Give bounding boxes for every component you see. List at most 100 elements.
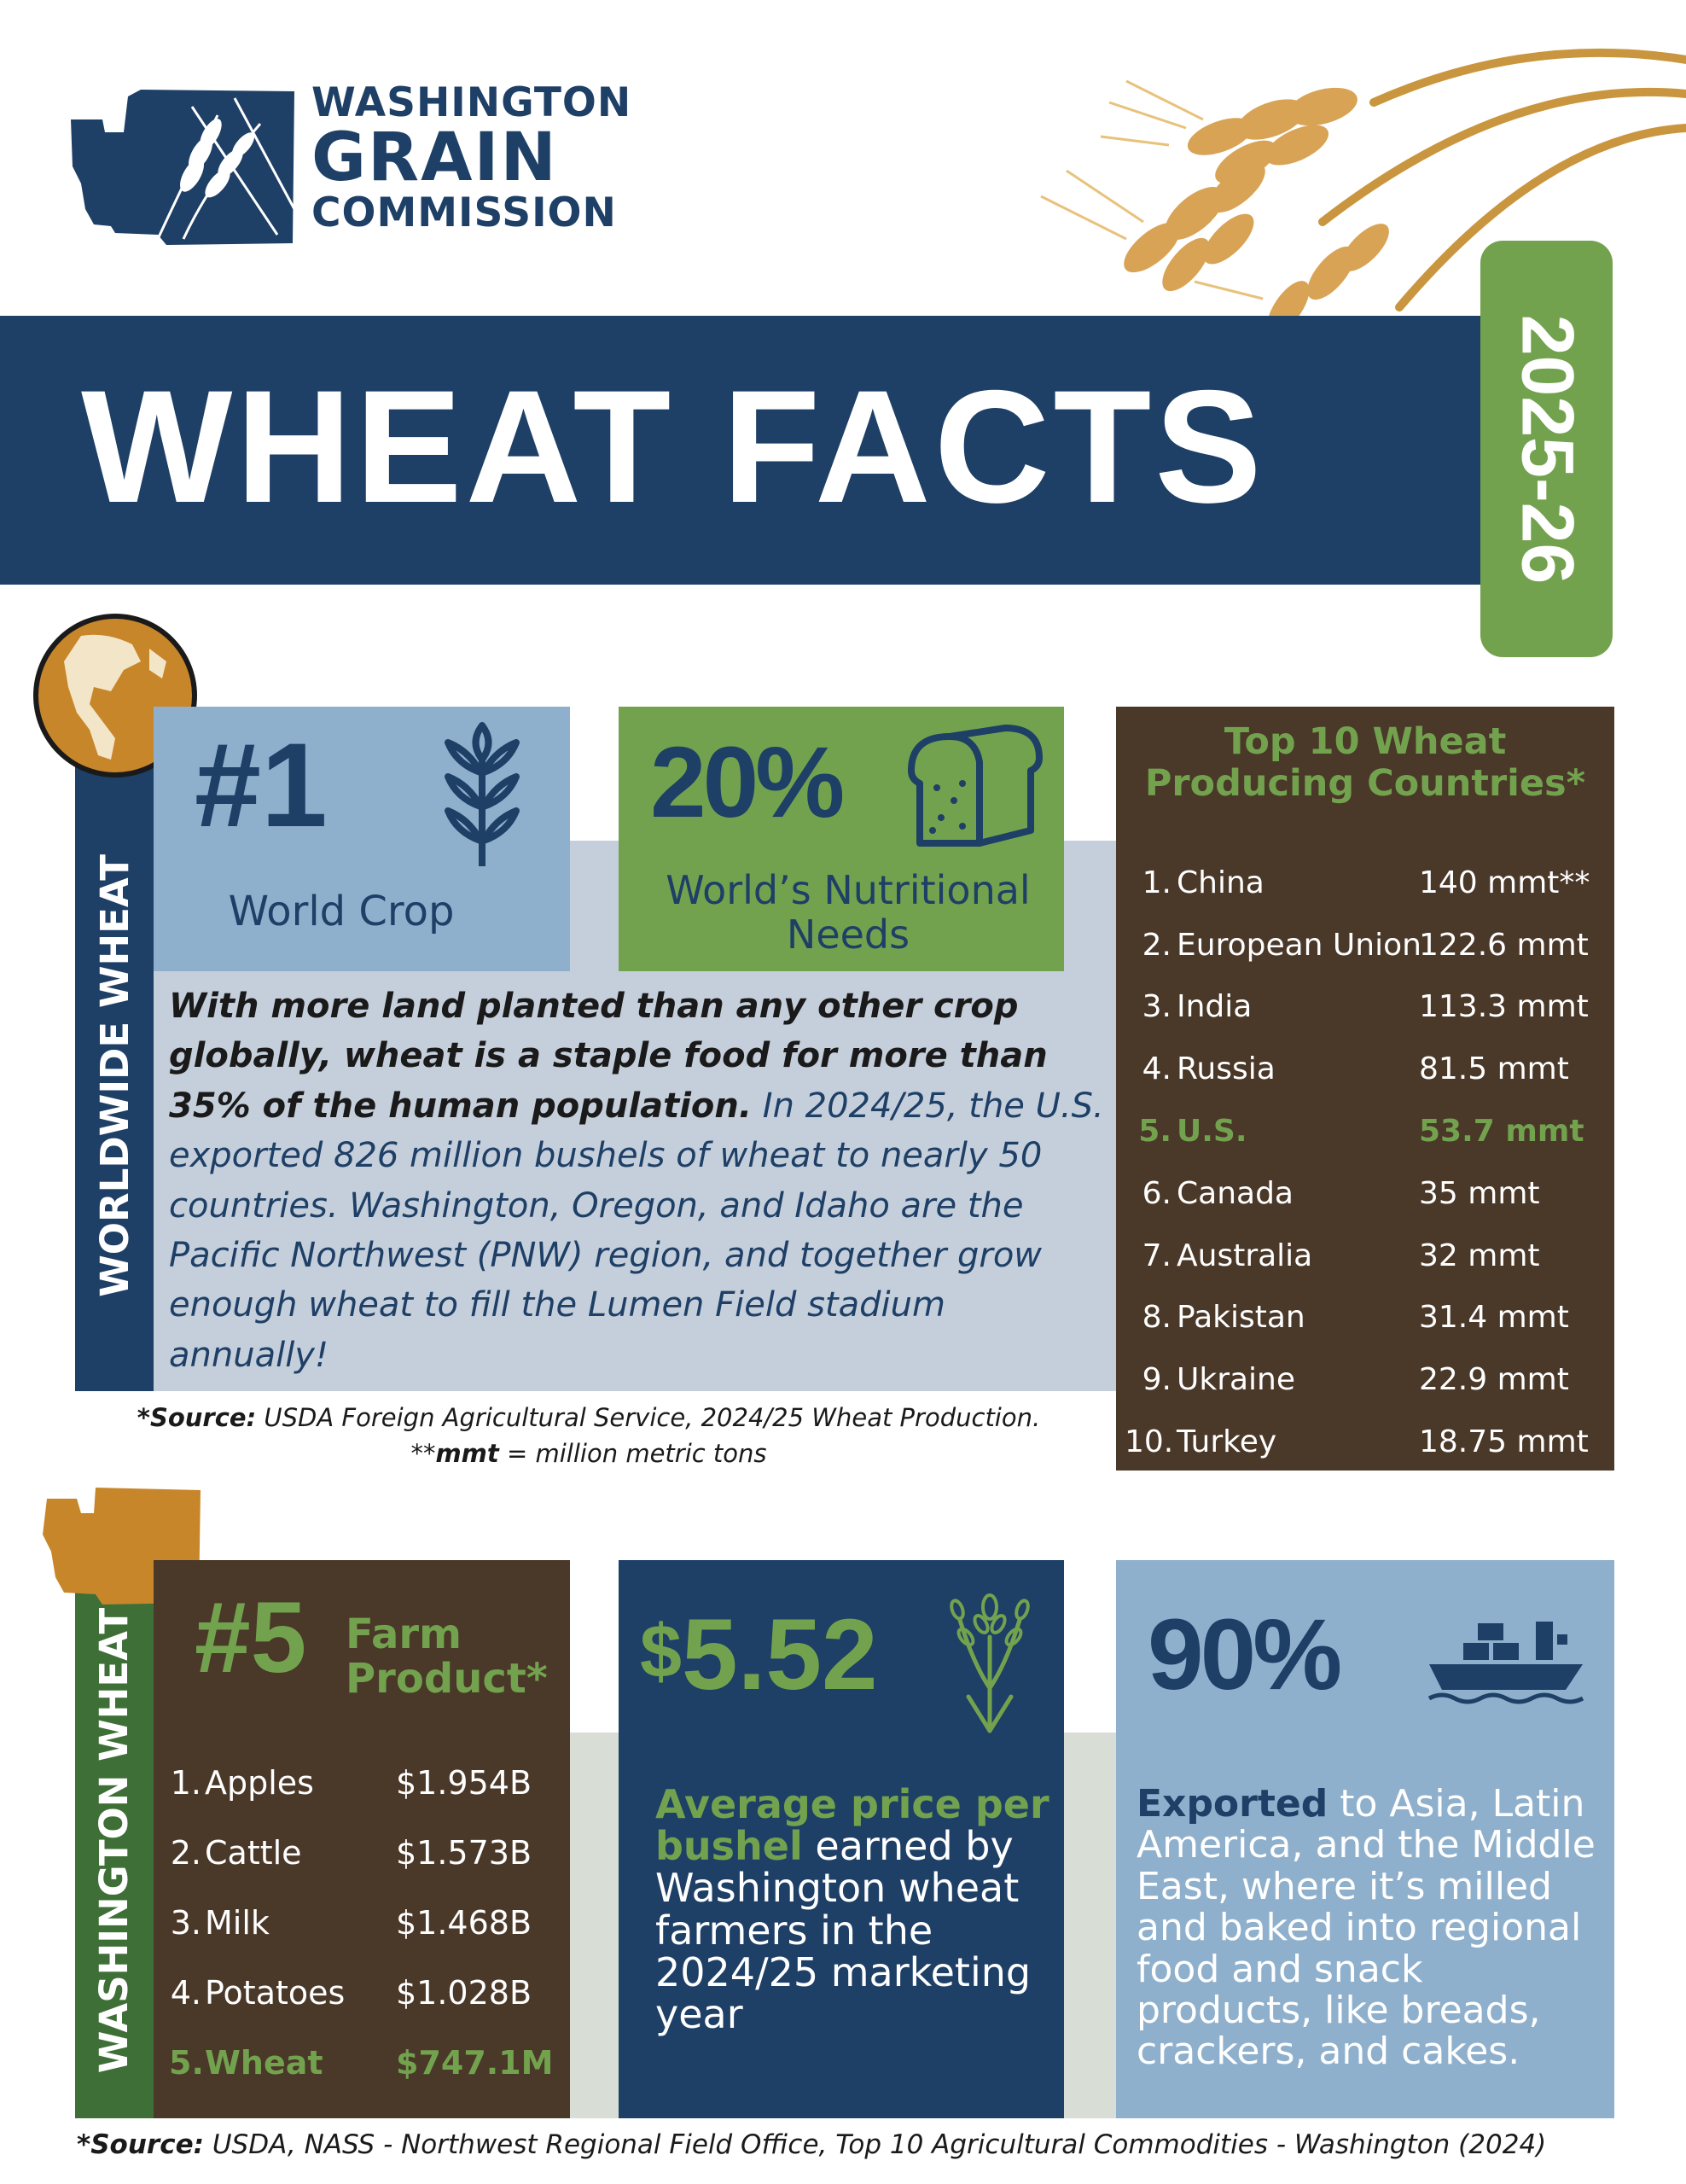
list-item: 7. Australia 32 mmt	[1125, 1225, 1614, 1287]
washington-section-bar	[75, 1562, 154, 2118]
farm-product-list: 1. Apples $1.954B 2. Cattle $1.573B 3. Milk $1…	[169, 1748, 561, 2098]
value: 140 mmt**	[1419, 865, 1590, 900]
list-item: 2. Cattle $1.573B	[169, 1818, 561, 1888]
price-number: 5.52	[681, 1599, 878, 1711]
page-title: WHEAT FACTS	[81, 357, 1265, 536]
product: Potatoes	[205, 1974, 346, 2012]
worldwide-body-bold: With more land planted than any other cr…	[169, 987, 1048, 1126]
country: Ukraine	[1177, 1362, 1296, 1398]
world-crop-rank: #1	[195, 718, 328, 852]
washington-state-wheat-logo-icon	[71, 90, 296, 245]
export-caption-bold: Exported	[1137, 1782, 1328, 1826]
list-item-highlight: 5. Wheat $747.1M	[169, 2028, 561, 2098]
rank: 2.	[170, 1834, 201, 1872]
washington-section-label: WASHINGTON WHEAT	[75, 1562, 154, 2118]
worldwide-source: *Source: USDA Foreign Agricultural Servi…	[68, 1400, 1109, 1471]
country: Turkey	[1177, 1424, 1277, 1460]
wheat-bundle-icon	[950, 1593, 1030, 1733]
value: 53.7 mmt	[1419, 1114, 1584, 1150]
mmt-definition: = million metric tons	[498, 1439, 767, 1469]
rank: 4.	[170, 1974, 201, 2012]
farm-label-line1: Farm	[346, 1610, 462, 1658]
top10-box	[1116, 707, 1614, 1471]
logo: WASHINGTON GRAIN COMMISSION	[64, 81, 644, 252]
rank: 1.	[170, 1764, 201, 1802]
list-item: 9. Ukraine 22.9 mmt	[1125, 1348, 1614, 1411]
rank: 6.	[1142, 1175, 1171, 1211]
list-item: 4. Russia 81.5 mmt	[1125, 1038, 1614, 1100]
country: European Union	[1177, 927, 1421, 963]
worldwide-source-text: USDA Foreign Agricultural Service, 2024/…	[256, 1403, 1041, 1432]
value: 18.75 mmt	[1419, 1424, 1589, 1460]
mmt-prefix: **	[410, 1439, 436, 1469]
product: Apples	[205, 1764, 314, 1802]
value: $1.028B	[396, 1974, 532, 2012]
rank: 3.	[1142, 989, 1171, 1025]
top10-title: Top 10 Wheat Producing Countries*	[1144, 720, 1586, 806]
list-item-highlight: 5. U.S. 53.7 mmt	[1125, 1100, 1614, 1162]
price-caption: Average price per bushel earned by Washi…	[655, 1781, 1056, 2038]
value: 32 mmt	[1419, 1238, 1540, 1273]
rank: 4.	[1142, 1051, 1171, 1087]
year-label: 2025-26	[1480, 241, 1613, 657]
logo-text: WASHINGTON GRAIN COMMISSION	[311, 83, 670, 233]
value: $1.954B	[396, 1764, 532, 1802]
price-caption-rest: earned by Washington wheat farmers in th…	[655, 1823, 1032, 2038]
farm-label-line2: Product*	[346, 1654, 548, 1703]
export-caption: Exported to Asia, Latin America, and the…	[1137, 1782, 1610, 2073]
value: 81.5 mmt	[1419, 1051, 1569, 1087]
list-item: 6. Canada 35 mmt	[1125, 1162, 1614, 1225]
rank: 5.	[1138, 1114, 1171, 1150]
rank: 5.	[169, 2044, 204, 2082]
country: Russia	[1177, 1051, 1276, 1087]
country: Pakistan	[1177, 1300, 1305, 1336]
price-caption-highlight: Average price per bushel	[655, 1781, 1049, 1870]
product: Milk	[205, 1904, 270, 1942]
rank: 1.	[1142, 865, 1171, 900]
mmt-label: mmt	[435, 1439, 499, 1469]
list-item: 1. Apples $1.954B	[169, 1748, 561, 1818]
country: U.S.	[1177, 1114, 1247, 1150]
logo-line-washington: WASHINGTON	[311, 79, 632, 126]
value: 113.3 mmt	[1419, 989, 1589, 1025]
bread-loaf-icon	[908, 725, 1043, 847]
list-item: 2. European Union 122.6 mmt	[1125, 914, 1614, 976]
rank: 10.	[1125, 1424, 1174, 1460]
worldwide-section-text: WORLDWIDE WHEAT	[91, 853, 137, 1297]
worldwide-body-rest: In 2024/25, the U.S. exported 826 millio…	[169, 1086, 1104, 1375]
product: Wheat	[205, 2044, 323, 2082]
price-value: $5.52	[640, 1605, 878, 1705]
price-symbol: $	[640, 1609, 682, 1693]
rank: 3.	[170, 1904, 201, 1942]
logo-line-grain: GRAIN	[311, 119, 558, 196]
worldwide-source-label: *Source:	[137, 1403, 257, 1432]
value: 35 mmt	[1419, 1175, 1540, 1211]
list-item: 3. India 113.3 mmt	[1125, 976, 1614, 1039]
list-item: 8. Pakistan 31.4 mmt	[1125, 1287, 1614, 1349]
country: India	[1177, 989, 1253, 1025]
export-box	[1116, 1560, 1614, 2118]
top10-list: 1. China 140 mmt** 2. European Union 122.6 m…	[1125, 852, 1614, 1473]
farm-product-box	[154, 1560, 570, 2118]
export-percent: 90%	[1148, 1599, 1342, 1711]
nutrition-caption: World’s Nutritional Needs	[666, 867, 1031, 958]
value: $1.573B	[396, 1834, 532, 1872]
list-item: 10. Turkey 18.75 mmt	[1125, 1411, 1614, 1473]
rank: 7.	[1142, 1238, 1171, 1273]
list-item: 3. Milk $1.468B	[169, 1888, 561, 1958]
farm-product-rank: #5	[195, 1581, 307, 1694]
worldwide-section-label: WORLDWIDE WHEAT	[75, 760, 154, 1391]
value: 22.9 mmt	[1419, 1362, 1569, 1398]
value: 31.4 mmt	[1419, 1300, 1569, 1336]
rank: 8.	[1142, 1300, 1171, 1336]
value: 122.6 mmt	[1419, 927, 1589, 963]
washington-source-text: USDA, NASS - Northwest Regional Field Of…	[204, 2129, 1547, 2160]
rank: 9.	[1142, 1362, 1171, 1398]
washington-section-text: WASHINGTON WHEAT	[91, 1607, 137, 2073]
wheat-icon	[445, 722, 520, 866]
title-band	[0, 316, 1480, 585]
product: Cattle	[205, 1834, 302, 1872]
logo-line-commission: COMMISSION	[311, 189, 617, 236]
list-item: 1. China 140 mmt**	[1125, 852, 1614, 914]
farm-product-label: Farm Product*	[346, 1610, 548, 1703]
